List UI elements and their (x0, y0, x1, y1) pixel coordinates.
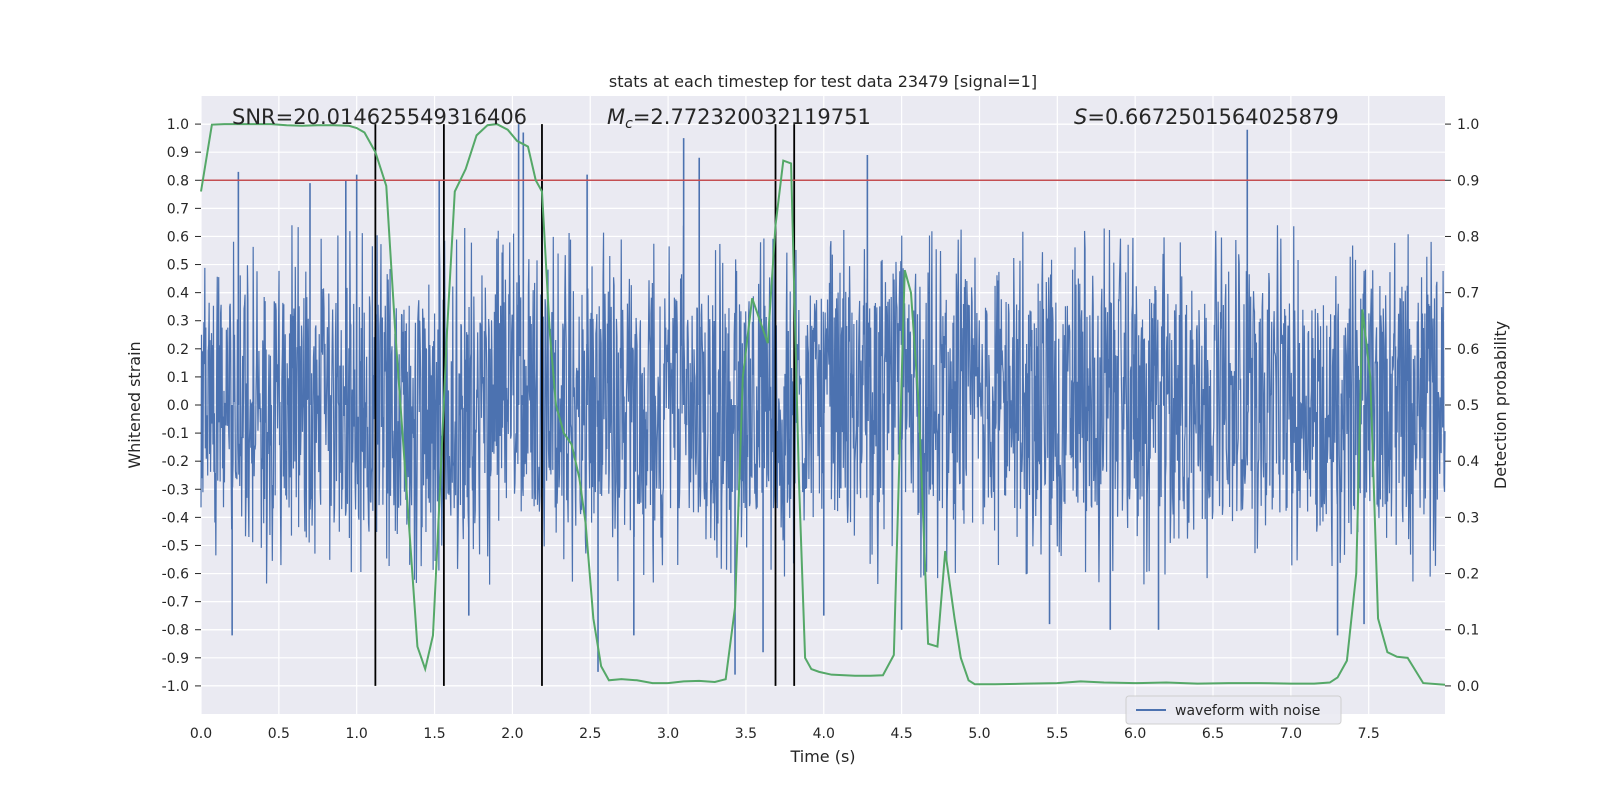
y-tick-label: 0.0 (167, 398, 189, 414)
x-tick-label: 4.0 (813, 726, 835, 742)
y-tick-label: 0.9 (167, 145, 189, 161)
mc-value: =2.772320032119751 (633, 105, 871, 129)
y2-tick-label: 0.4 (1457, 454, 1479, 470)
chart-title: stats at each timestep for test data 234… (609, 72, 1037, 91)
y-tick-label: -0.4 (162, 510, 189, 526)
s-symbol: S (1074, 105, 1087, 129)
y2-tick-label: 1.0 (1457, 117, 1479, 133)
y-tick-label: -0.7 (162, 595, 189, 611)
y2-tick-label: 0.8 (1457, 229, 1479, 245)
x-tick-label: 0.5 (268, 726, 290, 742)
x-axis-label: Time (s) (789, 747, 855, 766)
x-tick-label: 4.5 (890, 726, 912, 742)
x-tick-label: 3.0 (657, 726, 679, 742)
y-tick-label: -0.8 (162, 623, 189, 639)
x-tick-label: 5.0 (968, 726, 990, 742)
y-tick-label: -0.1 (162, 426, 189, 442)
x-tick-label: 2.0 (501, 726, 523, 742)
y-tick-label: 0.8 (167, 173, 189, 189)
x-tick-label: 2.5 (579, 726, 601, 742)
snr-annotation: SNR=20.014625549316406 (232, 105, 527, 129)
x-tick-label: 0.0 (190, 726, 212, 742)
y-tick-label: 1.0 (167, 117, 189, 133)
x-tick-label: 7.5 (1358, 726, 1380, 742)
y-tick-label: 0.1 (167, 370, 189, 386)
y2-tick-label: 0.7 (1457, 286, 1479, 302)
y-tick-label: 0.3 (167, 314, 189, 330)
y-tick-label: 0.5 (167, 258, 189, 274)
mc-annotation: Mc=2.772320032119751 (607, 105, 871, 132)
y2-tick-label: 0.2 (1457, 567, 1479, 583)
y-tick-label: -0.9 (162, 651, 189, 667)
y2-tick-label: 0.0 (1457, 679, 1479, 695)
x-tick-label: 6.0 (1124, 726, 1146, 742)
x-tick-label: 3.5 (735, 726, 757, 742)
s-annotation: S=0.6672501564025879 (1074, 105, 1339, 129)
series-waveform-with-noise (200, 124, 1446, 675)
legend-label-waveform: waveform with noise (1175, 703, 1320, 719)
y-tick-label: -0.5 (162, 538, 189, 554)
y2-tick-label: 0.3 (1457, 510, 1479, 526)
s-value: =0.6672501564025879 (1087, 105, 1338, 129)
y-axis-label: Whitened strain (125, 341, 144, 468)
x-axis-ticks: 0.0 0.5 1.0 1.5 2.0 2.5 3.0 3.5 4.0 4.5 5.0 5.5 6.0 6… (190, 726, 1380, 742)
legend-box (1125, 695, 1342, 725)
mc-subscript: c (625, 116, 633, 132)
y-tick-label: 0.7 (167, 201, 189, 217)
y-tick-label: 0.2 (167, 342, 189, 358)
y-tick-label: -0.2 (162, 454, 189, 470)
mc-symbol: M (607, 105, 625, 129)
x-tick-label: 1.5 (423, 726, 445, 742)
x-tick-label: 5.5 (1046, 726, 1068, 742)
y-axis-ticks: 1.0 0.9 0.8 0.7 0.6 0.5 0.4 0.3 0.2 0.1 0.0 -0.1 -0.… (162, 117, 201, 695)
y2-tick-label: 0.6 (1457, 342, 1479, 358)
y2-tick-label: 0.1 (1457, 623, 1479, 639)
y2-axis-label: Detection probability (1491, 321, 1510, 489)
waveform-line (200, 225, 1446, 585)
legend: waveform with noise (1125, 695, 1342, 725)
y-tick-label: 0.6 (167, 229, 189, 245)
series-detection-probability (200, 123, 1446, 686)
y-tick-label: -1.0 (162, 679, 189, 695)
x-tick-label: 6.5 (1202, 726, 1224, 742)
y2-tick-label: 0.9 (1457, 173, 1479, 189)
waveform-peaks (231, 124, 1365, 675)
x-tick-label: 7.0 (1280, 726, 1302, 742)
x-tick-label: 1.0 (346, 726, 368, 742)
y2-tick-label: 0.5 (1457, 398, 1479, 414)
y-tick-label: -0.6 (162, 567, 189, 583)
y-tick-label: 0.4 (167, 286, 189, 302)
y2-axis-ticks: 1.0 0.9 0.8 0.7 0.6 0.5 0.4 0.3 0.2 0.1 0.0 (1445, 117, 1479, 695)
y-tick-label: -0.3 (162, 482, 189, 498)
